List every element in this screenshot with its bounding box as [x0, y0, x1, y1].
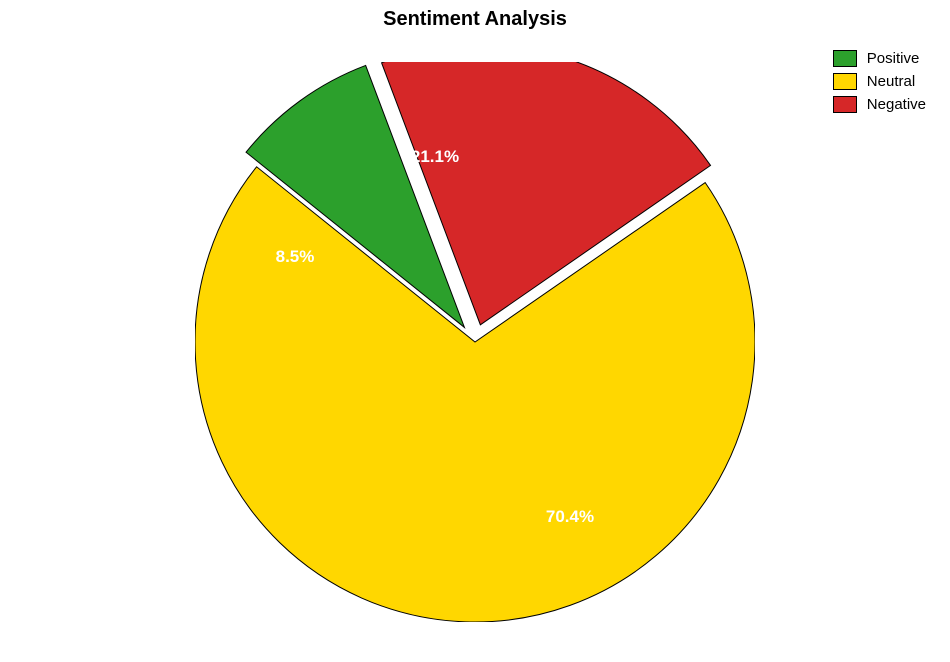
slice-label-negative: 21.1%: [411, 147, 459, 167]
slice-label-neutral: 70.4%: [546, 507, 594, 527]
legend-swatch-positive: [833, 50, 857, 67]
pie-chart: 21.1% 8.5% 70.4%: [195, 62, 755, 622]
legend-item-negative: Negative: [833, 96, 926, 113]
legend-item-neutral: Neutral: [833, 73, 926, 90]
pie-svg: [195, 62, 755, 622]
slice-label-positive: 8.5%: [276, 247, 315, 267]
legend-label-positive: Positive: [867, 50, 920, 67]
legend-label-neutral: Neutral: [867, 73, 915, 90]
chart-title: Sentiment Analysis: [383, 8, 567, 31]
legend-item-positive: Positive: [833, 50, 926, 67]
legend-swatch-negative: [833, 96, 857, 113]
legend-label-negative: Negative: [867, 96, 926, 113]
legend: Positive Neutral Negative: [833, 50, 926, 119]
legend-swatch-neutral: [833, 73, 857, 90]
